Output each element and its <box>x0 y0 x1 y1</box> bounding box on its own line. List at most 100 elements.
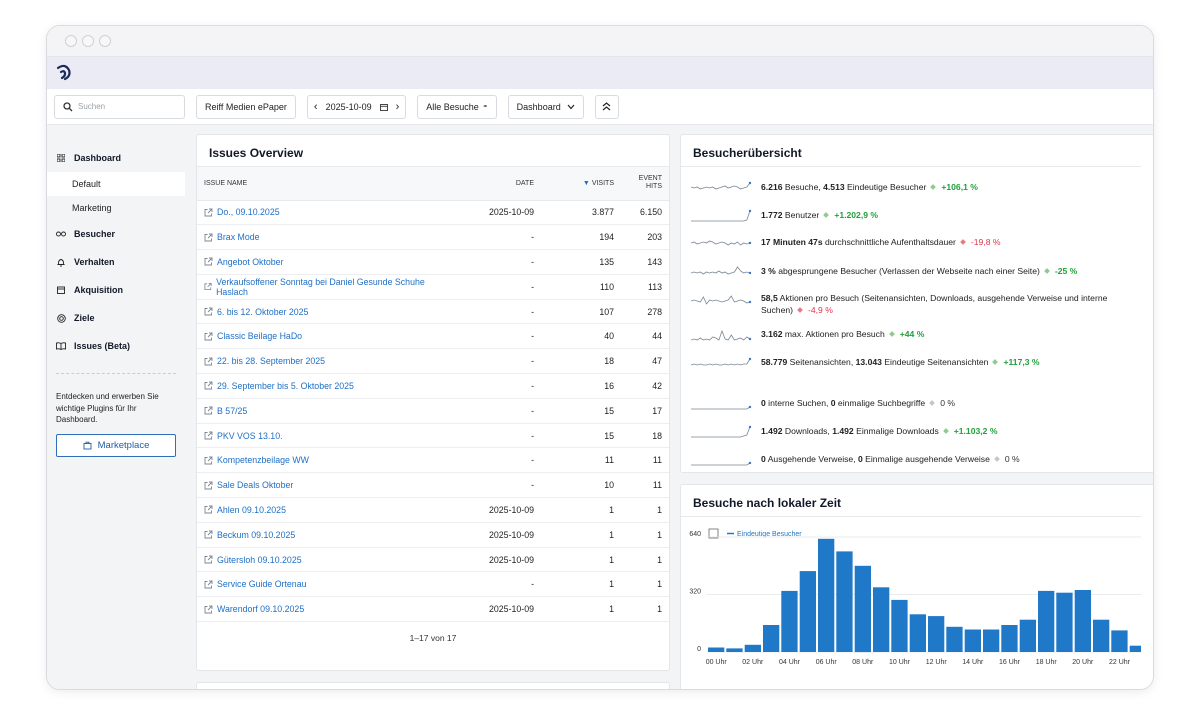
issue-link[interactable]: Verkaufsoffener Sonntag bei Daniel Gesun… <box>204 277 434 297</box>
nav-ziele[interactable]: Ziele <box>47 304 185 332</box>
issue-link[interactable]: Brax Mode <box>204 232 434 242</box>
issue-link[interactable]: Do., 09.10.2025 <box>204 207 434 217</box>
site-selector[interactable]: Reiff Medien ePaper <box>196 94 296 119</box>
issue-name[interactable]: Verkaufsoffener Sonntag bei Daniel Gesun… <box>216 276 425 297</box>
col-event-hits[interactable]: Event Hits <box>621 167 669 201</box>
bar-23-uhr[interactable] <box>1129 645 1141 652</box>
chevron-right-icon[interactable]: › <box>395 100 400 113</box>
issue-link[interactable]: PKV VOS 13.10. <box>204 431 434 441</box>
window-close-dot[interactable] <box>65 35 77 47</box>
issue-link[interactable]: Sale Deals Oktober <box>204 480 434 490</box>
nav-sub-marketing[interactable]: Marketing <box>72 203 112 213</box>
bar-03-uhr[interactable] <box>763 625 780 652</box>
col-date[interactable]: Date <box>441 167 541 201</box>
external-link-icon[interactable] <box>204 456 213 465</box>
collapse-button[interactable] <box>594 94 619 119</box>
nav-verhalten[interactable]: Verhalten <box>47 248 185 276</box>
nav-sub-default[interactable]: Default <box>47 172 185 196</box>
date-value[interactable]: 2025-10-09 <box>325 101 372 112</box>
sparkline[interactable] <box>691 236 753 250</box>
sparkline[interactable] <box>691 425 753 439</box>
segment-selector[interactable]: Alle Besuche ◓ <box>417 94 497 119</box>
issue-link[interactable]: B 57/25 <box>204 406 434 416</box>
issue-name[interactable]: 6. bis 12. Oktober 2025 <box>217 306 309 317</box>
sparkline[interactable] <box>691 181 753 195</box>
issue-link[interactable]: Warendorf 09.10.2025 <box>204 604 434 614</box>
nav-akquisition[interactable]: Akquisition <box>47 276 185 304</box>
external-link-icon[interactable] <box>204 332 213 341</box>
bar-09-uhr[interactable] <box>873 587 890 652</box>
issue-link[interactable]: Classic Beilage HaDo <box>204 331 434 341</box>
issue-link[interactable]: 22. bis 28. September 2025 <box>204 356 434 366</box>
bar-16-uhr[interactable] <box>1001 625 1018 652</box>
marketplace-button[interactable]: Marketplace <box>56 433 176 457</box>
issue-name[interactable]: 22. bis 28. September 2025 <box>217 356 326 367</box>
issue-name[interactable]: Kompetenzbeilage WW <box>217 455 309 466</box>
app-logo-icon[interactable] <box>55 64 75 82</box>
issue-link[interactable]: Gütersloh 09.10.2025 <box>204 555 434 565</box>
bar-22-uhr[interactable] <box>1111 630 1128 652</box>
external-link-icon[interactable] <box>204 481 213 490</box>
external-link-icon[interactable] <box>204 605 213 614</box>
issue-name[interactable]: Sale Deals Oktober <box>217 480 294 491</box>
issue-link[interactable]: Kompetenzbeilage WW <box>204 455 434 465</box>
issue-link[interactable]: 6. bis 12. Oktober 2025 <box>204 307 434 317</box>
issue-name[interactable]: Angebot Oktober <box>217 256 284 267</box>
external-link-icon[interactable] <box>204 357 213 366</box>
bar-08-uhr[interactable] <box>854 565 871 653</box>
chevron-left-icon[interactable]: ‹ <box>313 100 318 113</box>
issue-link[interactable]: Angebot Oktober <box>204 257 434 267</box>
chart-type-icon[interactable] <box>708 528 719 539</box>
issue-name[interactable]: 29. September bis 5. Oktober 2025 <box>217 380 354 391</box>
external-link-icon[interactable] <box>204 580 213 589</box>
legend-label[interactable]: Eindeutige Besucher <box>737 531 802 538</box>
issue-link[interactable]: 29. September bis 5. Oktober 2025 <box>204 381 434 391</box>
bar-07-uhr[interactable] <box>836 551 853 652</box>
external-link-icon[interactable] <box>204 505 213 514</box>
external-link-icon[interactable] <box>204 257 213 266</box>
bar-15-uhr[interactable] <box>983 629 1000 653</box>
issue-name[interactable]: B 57/25 <box>217 405 248 416</box>
external-link-icon[interactable] <box>204 381 213 390</box>
bar-10-uhr[interactable] <box>891 599 908 652</box>
external-link-icon[interactable] <box>204 208 213 217</box>
issue-link[interactable]: Service Guide Ortenau <box>204 579 434 589</box>
col-visits[interactable]: ▼ Visits <box>541 167 621 201</box>
sparkline[interactable] <box>691 328 753 342</box>
issue-name[interactable]: Beckum 09.10.2025 <box>217 529 296 540</box>
issue-name[interactable]: Classic Beilage HaDo <box>217 331 303 342</box>
bar-02-uhr[interactable] <box>744 644 761 652</box>
bar-06-uhr[interactable] <box>818 538 835 652</box>
bar-04-uhr[interactable] <box>781 590 798 652</box>
issue-name[interactable]: Ahlen 09.10.2025 <box>217 504 286 515</box>
external-link-icon[interactable] <box>204 431 213 440</box>
nav-issues[interactable]: Issues (Beta) <box>47 332 185 360</box>
external-link-icon[interactable] <box>204 555 213 564</box>
issue-name[interactable]: Gütersloh 09.10.2025 <box>217 554 302 565</box>
sparkline[interactable] <box>691 265 753 279</box>
sparkline[interactable] <box>691 397 753 411</box>
nav-besucher[interactable]: Besucher <box>47 220 185 248</box>
dashboard-selector[interactable]: Dashboard <box>507 94 584 119</box>
issue-link[interactable]: Beckum 09.10.2025 <box>204 530 434 540</box>
issue-name[interactable]: PKV VOS 13.10. <box>217 430 283 441</box>
bar-17-uhr[interactable] <box>1019 619 1036 652</box>
bar-14-uhr[interactable] <box>964 629 981 653</box>
bar-12-uhr[interactable] <box>928 616 945 652</box>
date-selector[interactable]: ‹ 2025-10-09 › <box>306 94 407 119</box>
sparkline[interactable] <box>691 209 753 223</box>
issue-link[interactable]: Ahlen 09.10.2025 <box>204 505 434 515</box>
col-issue-name[interactable]: Issue Name <box>197 167 441 201</box>
issue-name[interactable]: Do., 09.10.2025 <box>217 207 280 218</box>
issue-name[interactable]: Service Guide Ortenau <box>217 579 307 590</box>
sparkline[interactable] <box>691 292 753 306</box>
sparkline[interactable] <box>691 453 753 467</box>
nav-dashboard[interactable]: Dashboard <box>47 144 185 172</box>
issue-name[interactable]: Warendorf 09.10.2025 <box>217 604 305 615</box>
bar-13-uhr[interactable] <box>946 626 963 652</box>
window-minimize-dot[interactable] <box>82 35 94 47</box>
bar-05-uhr[interactable] <box>799 571 816 652</box>
bar-18-uhr[interactable] <box>1038 590 1055 652</box>
external-link-icon[interactable] <box>204 406 213 415</box>
bar-11-uhr[interactable] <box>909 614 926 652</box>
